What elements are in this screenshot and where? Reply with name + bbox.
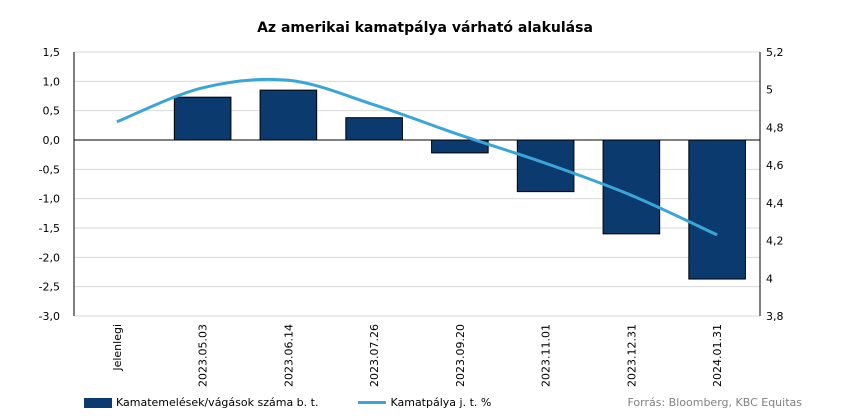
bar <box>259 89 318 141</box>
x-tick-label: 2023.07.26 <box>368 324 381 387</box>
y-right-tick-label: 4,6 <box>766 159 784 172</box>
y-left-tick-label: -1,0 <box>39 193 60 206</box>
legend: Kamatemelések/vágások száma b. t. Kamatp… <box>84 396 531 409</box>
y-left-tick-label: 0,5 <box>43 105 61 118</box>
y-left-tick-label: 1,0 <box>43 75 61 88</box>
source-note: Forrás: Bloomberg, KBC Equitas <box>627 396 802 409</box>
x-tick-label: Jelenlegi <box>111 324 124 372</box>
bar <box>688 139 746 280</box>
legend-item-line: Kamatpálya j. t. % <box>358 396 491 409</box>
chart-title: Az amerikai kamatpálya várható alakulása <box>257 20 593 36</box>
x-tick-label: 2023.09.20 <box>454 324 467 387</box>
y-left-tick-label: -1,5 <box>39 222 60 235</box>
x-tick-label: 2023.11.01 <box>540 324 553 387</box>
y-right-tick-label: 4,8 <box>766 121 784 134</box>
bar <box>516 139 575 193</box>
legend-item-bars: Kamatemelések/vágások száma b. t. <box>84 396 318 409</box>
y-left-tick-label: -2,5 <box>39 281 60 294</box>
x-tick-label: 2023.05.03 <box>197 324 210 387</box>
bar <box>173 96 232 141</box>
bar <box>345 117 403 141</box>
x-tick-label: 2023.12.31 <box>625 324 638 387</box>
legend-bar-swatch <box>84 397 112 408</box>
legend-bar-label: Kamatemelések/vágások száma b. t. <box>116 396 319 409</box>
y-right-tick-label: 5 <box>766 84 773 97</box>
x-tick-label: 2023.06.14 <box>282 324 295 387</box>
y-left-tick-label: 0,0 <box>43 134 61 147</box>
y-right-tick-label: 5,2 <box>766 46 784 59</box>
rate-line <box>116 77 718 237</box>
legend-line-swatch <box>358 401 387 404</box>
y-right-tick-label: 3,8 <box>766 310 784 323</box>
y-left-tick-label: -0,5 <box>39 163 60 176</box>
y-right-tick-label: 4,2 <box>766 235 784 248</box>
legend-line-label: Kamatpálya j. t. % <box>390 396 492 409</box>
x-tick-label: 2024.01.31 <box>711 324 724 387</box>
y-left-tick-label: -3,0 <box>39 310 60 323</box>
y-right-tick-label: 4 <box>766 272 773 285</box>
y-left-tick-label: -2,0 <box>39 251 60 264</box>
y-right-tick-label: 4,4 <box>766 197 784 210</box>
y-left-tick-label: 1,5 <box>43 46 61 59</box>
